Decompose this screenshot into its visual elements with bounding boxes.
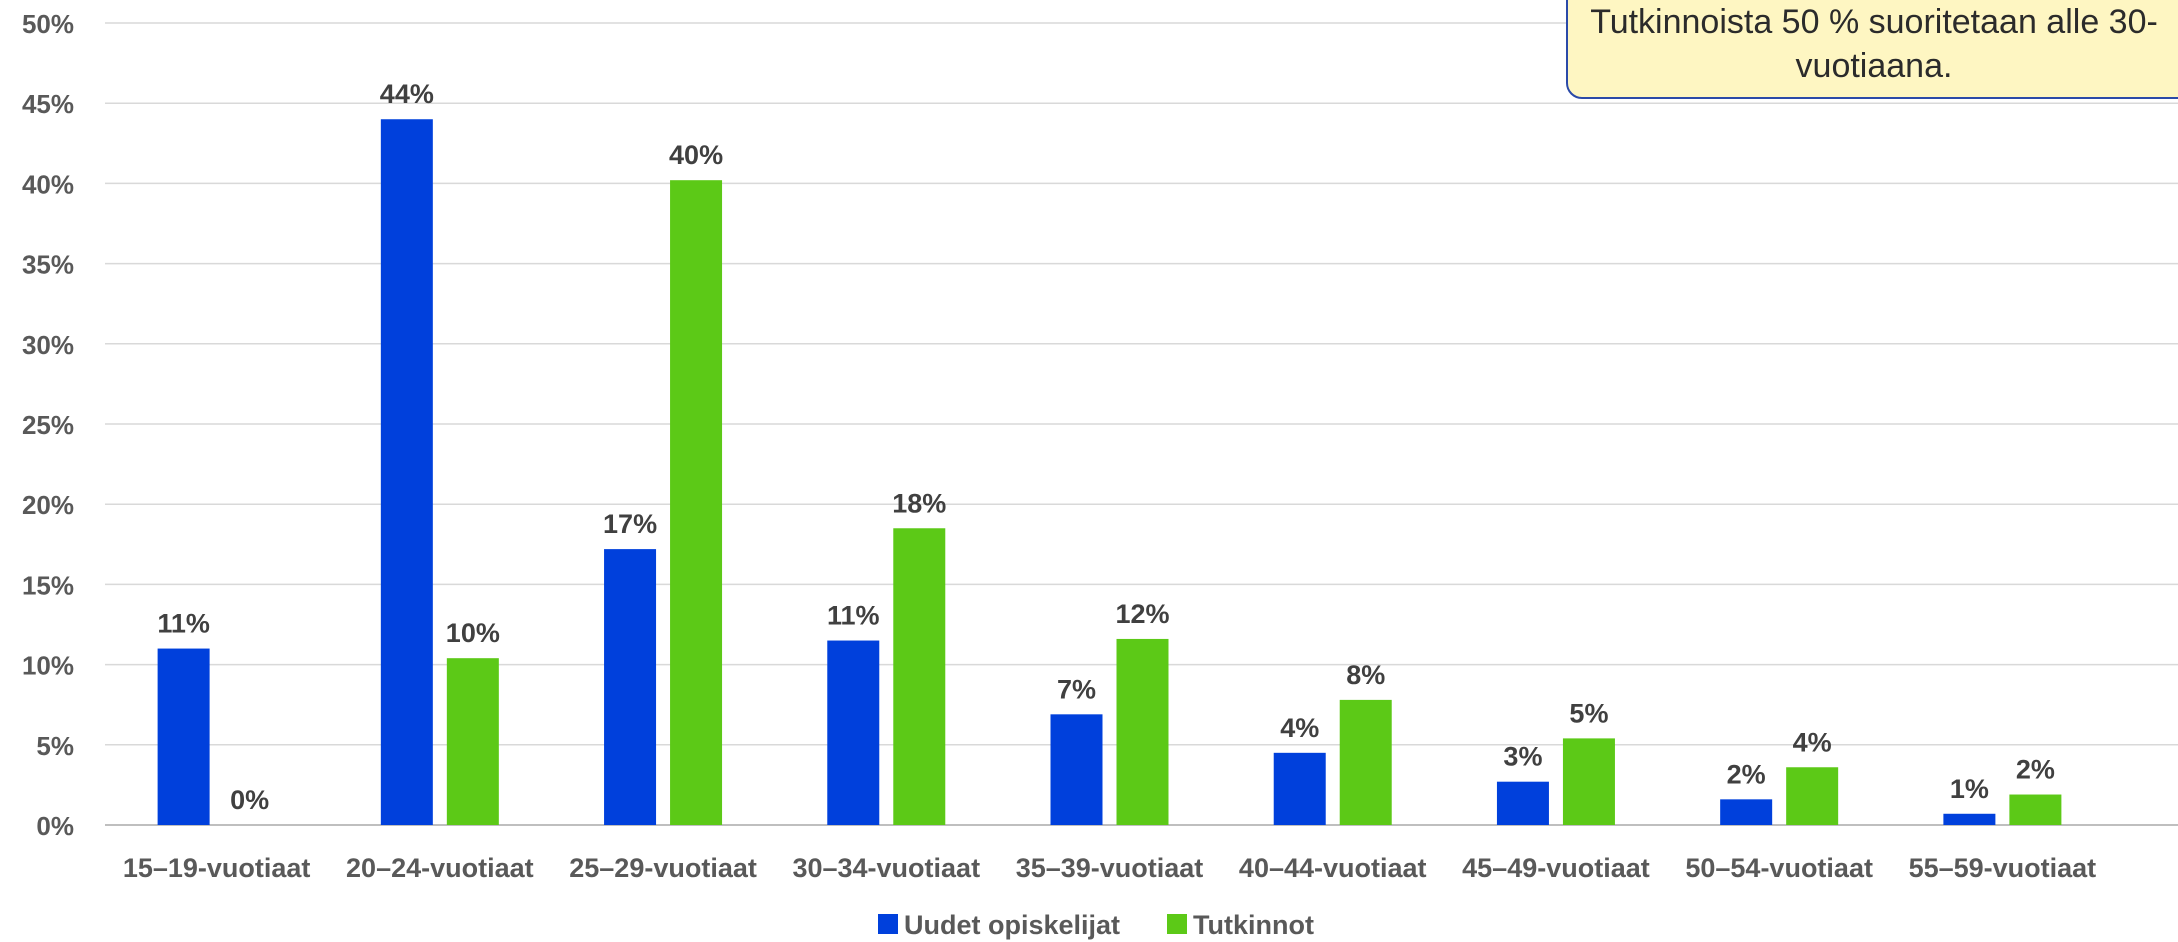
bar <box>1496 781 1549 825</box>
y-tick-label: 35% <box>22 250 74 280</box>
y-tick-label: 45% <box>22 89 74 119</box>
x-tick-label: 40–44-vuotiaat <box>1239 853 1427 883</box>
data-label: 4% <box>1793 727 1832 757</box>
x-tick-label: 30–34-vuotiaat <box>792 853 980 883</box>
data-label: 2% <box>1727 759 1766 789</box>
y-tick-label: 10% <box>22 651 74 681</box>
x-tick-label: 25–29-vuotiaat <box>569 853 757 883</box>
bar <box>1116 638 1169 825</box>
bar <box>604 549 657 825</box>
data-label: 4% <box>1280 713 1319 743</box>
bar <box>446 658 499 825</box>
data-label: 11% <box>157 609 210 639</box>
bar <box>670 180 723 825</box>
y-tick-label: 0% <box>36 811 74 841</box>
x-tick-label: 20–24-vuotiaat <box>346 853 534 883</box>
callout-text: Tutkinnoista 50 % suoritetaan alle 30-vu… <box>1590 3 2158 85</box>
x-tick-label: 35–39-vuotiaat <box>1016 853 1204 883</box>
bar <box>157 648 210 825</box>
y-tick-label: 5% <box>36 731 74 761</box>
data-label: 12% <box>1115 599 1169 629</box>
legend-label: Uudet opiskelijat <box>904 910 1120 940</box>
data-label: 17% <box>603 509 657 539</box>
y-tick-label: 15% <box>22 570 74 600</box>
y-tick-label: 30% <box>22 330 74 360</box>
y-axis-tick-labels: 0% 5% 10% 15% 20% 25% 30% 35% 40% 45% 50% <box>22 9 74 841</box>
data-label: 8% <box>1346 660 1385 690</box>
bar <box>893 528 946 825</box>
bar <box>1943 813 1996 825</box>
x-tick-label: 15–19-vuotiaat <box>123 853 311 883</box>
data-label: 11% <box>827 601 880 631</box>
bar <box>380 119 433 826</box>
y-tick-label: 25% <box>22 410 74 440</box>
data-label: 44% <box>380 79 434 109</box>
data-label: 2% <box>2016 755 2055 785</box>
bar <box>1050 714 1103 825</box>
legend: Uudet opiskelijat Tutkinnot <box>878 910 1314 940</box>
bar <box>1720 799 1773 825</box>
bars <box>157 119 2062 826</box>
bar <box>2009 794 2062 825</box>
data-label: 10% <box>446 618 500 648</box>
legend-swatch <box>1167 914 1187 934</box>
data-labels: 11% 0% 44% 10% 17% 40% 11% 18% 7% 12% 4% 8% 3% 5% 2% 4%… <box>157 79 2055 815</box>
x-tick-label: 55–59-vuotiaat <box>1909 853 2097 883</box>
y-tick-label: 40% <box>22 169 74 199</box>
bar <box>1786 767 1839 825</box>
x-axis-tick-labels: 15–19-vuotiaat 20–24-vuotiaat 25–29-vuotia… <box>123 853 2096 883</box>
x-tick-label: 50–54-vuotiaat <box>1685 853 1873 883</box>
annotation-callout: Tutkinnoista 50 % suoritetaan alle 30-vu… <box>1566 0 2178 99</box>
legend-label: Tutkinnot <box>1193 910 1314 940</box>
legend-swatch <box>878 914 898 934</box>
data-label: 3% <box>1503 742 1542 772</box>
data-label: 40% <box>669 140 723 170</box>
y-tick-label: 50% <box>22 9 74 39</box>
data-label: 18% <box>892 488 946 518</box>
data-label: 1% <box>1950 774 1989 804</box>
data-label: 7% <box>1057 674 1096 704</box>
bar <box>827 640 880 825</box>
x-tick-label: 45–49-vuotiaat <box>1462 853 1650 883</box>
data-label: 0% <box>230 785 269 815</box>
data-label: 5% <box>1569 698 1608 728</box>
bar <box>1562 738 1615 825</box>
y-tick-label: 20% <box>22 490 74 520</box>
bar <box>1273 752 1326 825</box>
bar <box>1339 699 1392 825</box>
